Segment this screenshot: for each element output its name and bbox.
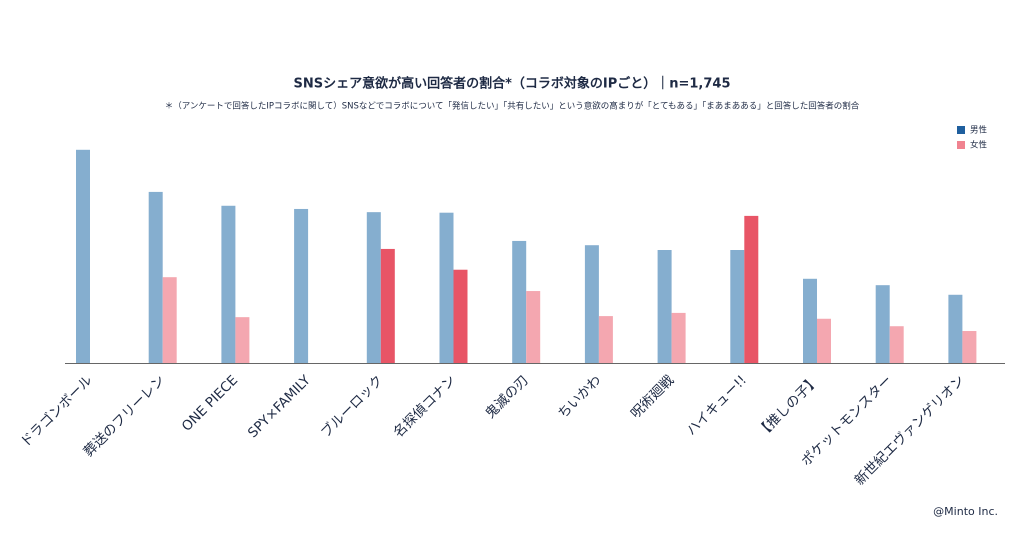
bar [671, 312, 686, 363]
x-tick-label: ドラゴンボール [17, 372, 96, 451]
bar [889, 326, 904, 363]
bar [657, 250, 672, 363]
chart-subtitle: ＊（アンケートで回答したIPコラボに関して）SNSなどでコラボについて「発信した… [165, 101, 860, 112]
bar [730, 250, 745, 363]
x-tick-label: SPY×FAMILY [245, 372, 314, 441]
x-tick-label: 葬送のフリーレン [81, 372, 169, 460]
bar [76, 149, 90, 363]
x-tick-label: ONE PIECE [179, 372, 241, 434]
legend-label: 女性 [970, 140, 988, 151]
legend-marker [957, 126, 965, 134]
bar [875, 285, 890, 363]
bar [584, 245, 599, 363]
bar [803, 278, 817, 363]
bar [294, 208, 309, 363]
x-tick-label: 呪術廻戦 [628, 372, 678, 422]
bar [948, 294, 963, 363]
x-tick-label: ハイキュー!! [683, 372, 750, 439]
bar [512, 240, 527, 363]
bar [148, 191, 163, 363]
bar [817, 318, 831, 363]
bar [235, 317, 250, 363]
bar [962, 331, 977, 363]
bar [744, 215, 759, 363]
bar [526, 291, 541, 363]
x-tick-label: ブルーロック [317, 372, 386, 441]
bar [598, 316, 613, 363]
bar [380, 248, 395, 363]
x-tick-label: 名探偵コナン [391, 372, 460, 441]
bar [439, 212, 454, 363]
bar [221, 205, 236, 363]
chart-title: SNSシェア意欲が高い回答者の割合*（コラボ対象のIPごと）｜n=1,745 [293, 76, 730, 92]
bar [453, 269, 468, 363]
legend-label: 男性 [970, 125, 988, 136]
legend-marker [957, 141, 965, 149]
x-tick-label: ちいかわ [555, 372, 604, 421]
credit: @Minto Inc. [933, 505, 998, 518]
x-tick-label: 鬼滅の刃 [482, 372, 531, 421]
bar [162, 277, 177, 363]
x-tick-label: 【推しの子】 [754, 372, 823, 441]
bar [366, 212, 381, 363]
